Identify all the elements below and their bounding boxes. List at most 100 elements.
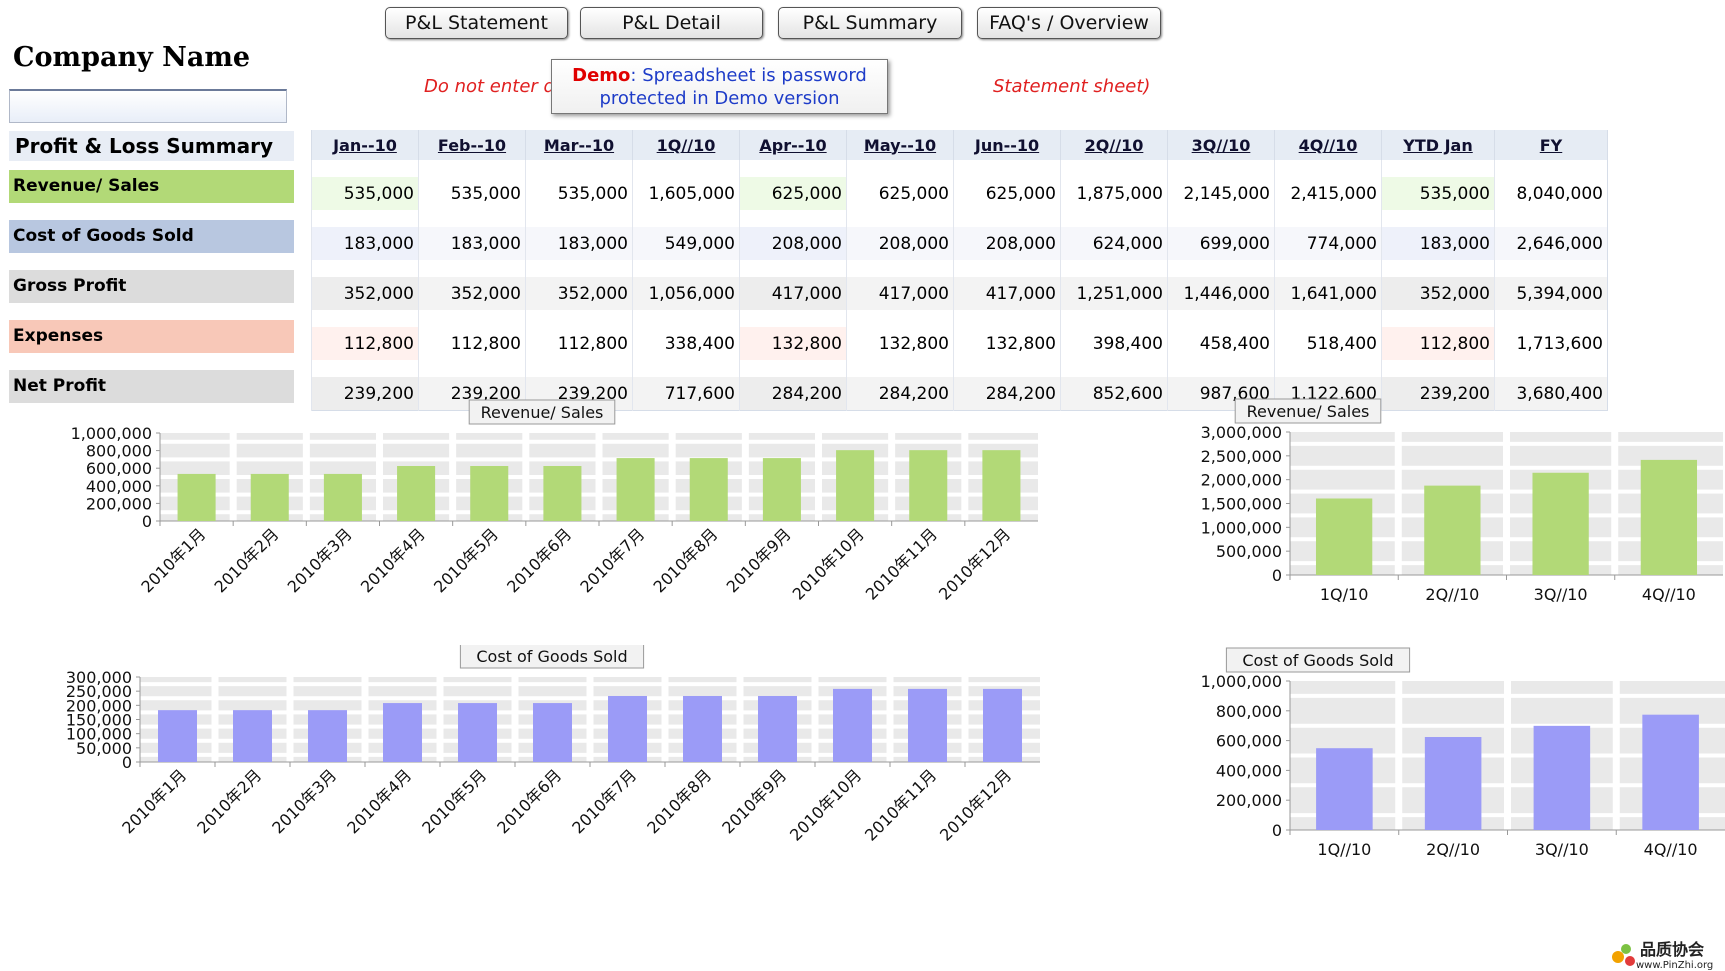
table-cell: 132,800 [953,327,1061,360]
bar [982,450,1021,521]
company-name-input[interactable] [9,89,287,123]
table-row: 112,800 112,800 112,800 338,400 132,800 132,8… [311,327,1608,360]
table-cell: 112,800 [525,327,633,360]
table-row: 239,200 239,200 239,200 717,600 284,200 284,2… [311,377,1608,411]
bar [533,703,572,762]
column-header: 3Q//10 [1167,130,1275,160]
bar [543,466,582,521]
table-cell: 417,000 [739,277,847,310]
column-header: YTD Jan [1381,130,1495,160]
x-tick-label: 2010年11月 [861,765,940,844]
bar [689,458,728,521]
table-cell: 352,000 [418,277,526,310]
summary-title: Profit & Loss Summary [9,131,294,161]
table-cell: 284,200 [739,377,847,411]
y-tick-label: 300,000 [66,668,132,687]
table-cell: 625,000 [739,177,847,210]
table-cell: 352,000 [525,277,633,310]
x-tick-label: 2010年6月 [503,524,575,596]
table-cell: 1,875,000 [1060,177,1168,210]
bar [758,695,797,762]
y-tick-label: 1,000,000 [1201,672,1282,691]
table-cell: 1,056,000 [632,277,740,310]
y-tick-label: 800,000 [1216,702,1282,721]
y-tick-label: 2,500,000 [1201,447,1282,466]
table-cell: 183,000 [525,227,633,260]
revenue-monthly-chart: 1,000,000800,000600,000400,000200,000020… [71,399,1038,604]
x-tick-label: 1Q//10 [1317,840,1371,859]
company-name-label: Company Name [13,42,251,73]
column-header: 2Q//10 [1060,130,1168,160]
y-tick-label: 150,000 [66,711,132,730]
bar [1316,748,1373,830]
warning-text: Do not enter d Statement sheet) [424,76,1150,97]
x-tick-label: 2010年9月 [723,524,795,596]
table-row: 352,000 352,000 352,000 1,056,000 417,000 417… [311,277,1608,310]
pl-statement-button[interactable]: P&L Statement [385,7,568,39]
chart-title: Revenue/ Sales [481,403,604,422]
y-tick-label: 1,000,000 [71,424,152,443]
column-header: Jun--10 [953,130,1061,160]
table-cell: 183,000 [418,227,526,260]
column-header: 4Q//10 [1274,130,1382,160]
bar [233,710,272,762]
pl-summary-button[interactable]: P&L Summary [778,7,962,39]
x-tick-label: 4Q//10 [1644,840,1698,859]
revenue-quarterly-chart: 3,000,000 2,500,000 2,000,000 1,500,000 1,00… [1201,398,1723,604]
demo-label: Demo [572,65,631,86]
table-cell: 398,400 [1060,327,1168,360]
warning-text-right: Statement sheet) [992,76,1151,97]
bar [470,466,509,521]
row-label: Cost of Goods Sold [9,220,294,253]
table-cell: 535,000 [525,177,633,210]
x-tick-label: 2010年7月 [576,524,648,596]
table-cell: 518,400 [1274,327,1382,360]
table-cell: 239,200 [311,377,419,411]
bar [608,695,647,762]
faq-overview-button[interactable]: FAQ's / Overview [977,7,1161,39]
x-tick-label: 2010年10月 [789,524,868,603]
cogs-quarterly-chart: 1,000,000 800,000 600,000 400,000 200,000 0 1Q… [1201,647,1725,859]
bar [397,466,436,521]
chart-title-box [468,399,616,425]
demo-notice: Demo: Spreadsheet is password protected … [551,59,888,114]
x-tick-label: 2010年1月 [118,765,190,837]
table-cell: 2,415,000 [1274,177,1382,210]
table-cell: 338,400 [632,327,740,360]
y-tick-label: 0 [1272,566,1282,585]
table-cell: 852,600 [1060,377,1168,411]
bar [1532,472,1589,575]
table-cell: 417,000 [953,277,1061,310]
x-tick-label: 2010年6月 [493,765,565,837]
bar [833,688,872,762]
warning-text-left: Do not enter d [424,76,555,97]
table-cell: 5,394,000 [1494,277,1608,310]
table-row: 535,000 535,000 535,000 1,605,000 625,000 625… [311,177,1608,210]
bar [1424,737,1482,830]
x-tick-label: 2Q//10 [1425,585,1479,604]
table-cell: 112,800 [1381,327,1495,360]
pl-detail-button[interactable]: P&L Detail [580,7,763,39]
x-tick-label: 2010年5月 [430,524,502,596]
bar [616,458,655,521]
x-tick-label: 2010年4月 [357,524,429,596]
y-tick-label: 400,000 [1216,761,1282,780]
y-tick-label: 200,000 [1216,791,1282,810]
bar [323,473,362,521]
bar [250,473,289,521]
watermark-logo: 品质协会 www.PinZhi.org [1612,940,1713,971]
table-cell: 625,000 [953,177,1061,210]
table-cell: 112,800 [311,327,419,360]
bar [983,688,1022,762]
demo-line1: : Spreadsheet is password [630,65,867,86]
column-header: Jan--10 [311,130,419,160]
chart-title-box [459,645,645,669]
y-tick-label: 0 [1272,821,1282,840]
bar [383,703,422,762]
x-tick-label: 4Q//10 [1642,585,1696,604]
chart-title: Cost of Goods Sold [476,647,627,666]
row-label: Gross Profit [9,270,294,303]
chart-title: Revenue/ Sales [1247,402,1370,421]
table-cell: 239,200 [1381,377,1495,411]
table-cell: 535,000 [418,177,526,210]
